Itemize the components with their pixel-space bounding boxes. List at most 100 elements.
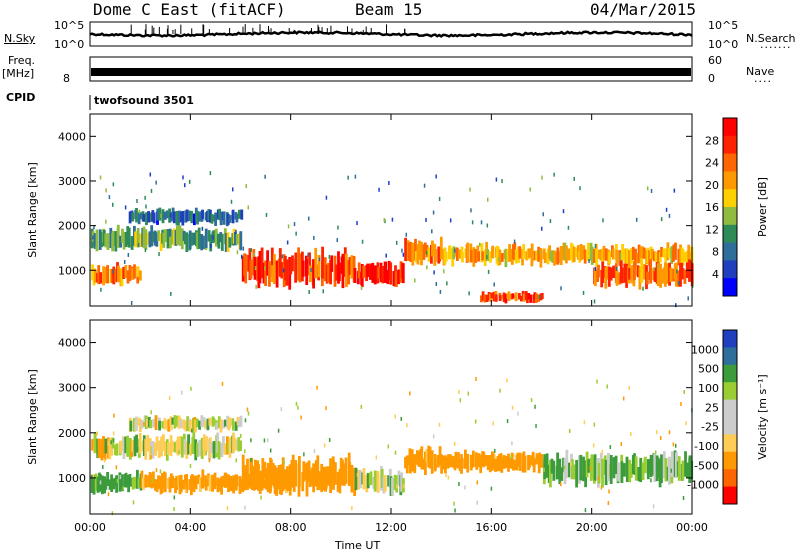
power-echo-cell (294, 252, 298, 273)
power-echo-cell (201, 209, 204, 220)
velocity-scatter-point (620, 442, 623, 447)
power-scatter-point (539, 250, 541, 255)
power-echo-cell (527, 248, 531, 258)
velocity-echo-cell (505, 456, 509, 468)
power-echo-cell (520, 295, 523, 302)
power-scatter-point (540, 226, 543, 231)
power-echo-cell (139, 233, 143, 247)
velocity-echo-cell (91, 439, 94, 451)
velocity-echo-cell (111, 437, 115, 449)
velocity-echo-cell (207, 473, 210, 487)
power-echo-cell (131, 212, 135, 222)
velocity-echo-cell (405, 455, 409, 474)
power-echo-cell (234, 232, 237, 246)
velocity-echo-cell (259, 470, 263, 491)
power-echo-cell (448, 245, 452, 259)
velocity-echo-cell (298, 456, 301, 488)
power-echo-cell (197, 227, 201, 249)
power-scatter-point (293, 222, 296, 227)
power-scatter-point (432, 210, 435, 215)
velocity-scatter-point (570, 462, 572, 467)
power-echo-cell (114, 231, 118, 252)
velocity-echo-cell (113, 444, 117, 456)
velocity-echo-cell (391, 477, 394, 496)
power-echo-cell (640, 258, 644, 283)
freq-unit: [MHz] (2, 67, 35, 80)
power-echo-cell (548, 245, 551, 260)
velocity-echo-cell (366, 473, 370, 489)
velocity-xtick-label: 08:00 (275, 521, 307, 534)
velocity-echo-cell (576, 461, 579, 482)
velocity-echo-cell (194, 439, 198, 461)
velocity-xtick-label: 00:00 (74, 521, 106, 534)
power-echo-cell (500, 253, 504, 262)
power-echo-cell (595, 248, 599, 268)
power-echo-cell (651, 248, 654, 260)
power-scatter-point (123, 259, 126, 264)
velocity-echo-cell (430, 450, 434, 474)
power-echo-cell (636, 265, 640, 278)
power-echo-cell (117, 265, 120, 283)
power-echo-cell (431, 240, 434, 257)
velocity-scatter-point (205, 451, 208, 456)
velocity-echo-cell (133, 476, 137, 489)
power-ytick-label: 2000 (58, 220, 86, 233)
power-echo-cell (639, 247, 643, 264)
power-scatter-point (395, 240, 398, 245)
velocity-echo-cell (223, 443, 227, 455)
date-title: 04/Mar/2015 (590, 0, 696, 19)
power-echo-cell (226, 213, 230, 225)
power-echo-cell (604, 248, 608, 261)
power-scatter-point (657, 264, 659, 269)
velocity-echo-cell (529, 455, 532, 465)
power-echo-cell (601, 261, 605, 283)
velocity-echo-cell (122, 436, 126, 460)
velocity-echo-cell (572, 464, 576, 480)
power-echo-cell (330, 255, 334, 272)
velocity-echo-cell (579, 454, 583, 481)
power-scatter-point (281, 254, 283, 259)
velocity-scatter-point (303, 452, 305, 457)
power-echo-cell (494, 294, 498, 302)
velocity-echo-cell (108, 479, 112, 490)
velocity-echo-cell (496, 455, 500, 472)
velocity-echo-cell (167, 442, 170, 455)
velocity-echo-cell (182, 419, 186, 430)
power-scatter-point (253, 252, 255, 257)
power-echo-cell (660, 247, 663, 257)
velocity-scatter-point (670, 468, 673, 473)
power-echo-cell (514, 249, 518, 264)
velocity-echo-cell (318, 471, 321, 490)
power-scatter-point (480, 220, 483, 225)
power-echo-cell (136, 228, 140, 248)
power-echo-cell (308, 252, 311, 276)
power-echo-cell (511, 293, 515, 299)
velocity-scatter-point (102, 465, 104, 470)
velocity-echo-cell (244, 465, 248, 484)
velocity-scatter-point (250, 438, 252, 443)
power-scatter-point (449, 218, 452, 223)
power-scatter-point (538, 295, 541, 300)
power-echo-cell (594, 268, 597, 287)
velocity-scatter-point (244, 449, 246, 454)
velocity-echo-cell (124, 436, 128, 454)
power-echo-cell (168, 228, 172, 244)
velocity-colorbar-label: Velocity [m s⁻¹] (756, 374, 769, 459)
velocity-echo-cell (175, 415, 179, 427)
power-echo-cell (147, 214, 151, 223)
power-scatter-point (646, 186, 649, 191)
velocity-echo-cell (147, 475, 150, 488)
velocity-scatter-point (609, 445, 612, 450)
velocity-echo-cell (442, 455, 445, 470)
power-echo-cell (275, 260, 279, 288)
velocity-echo-cell (217, 416, 221, 429)
power-scatter-point (149, 172, 152, 177)
velocity-echo-cell (641, 462, 645, 480)
power-scatter-point (337, 225, 339, 230)
velocity-echo-cell (227, 474, 230, 493)
velocity-echo-cell (93, 432, 97, 453)
power-colorbar-frame (722, 117, 738, 297)
velocity-colorbar-tick: -1000 (687, 479, 719, 492)
power-scatter-point (593, 299, 596, 304)
